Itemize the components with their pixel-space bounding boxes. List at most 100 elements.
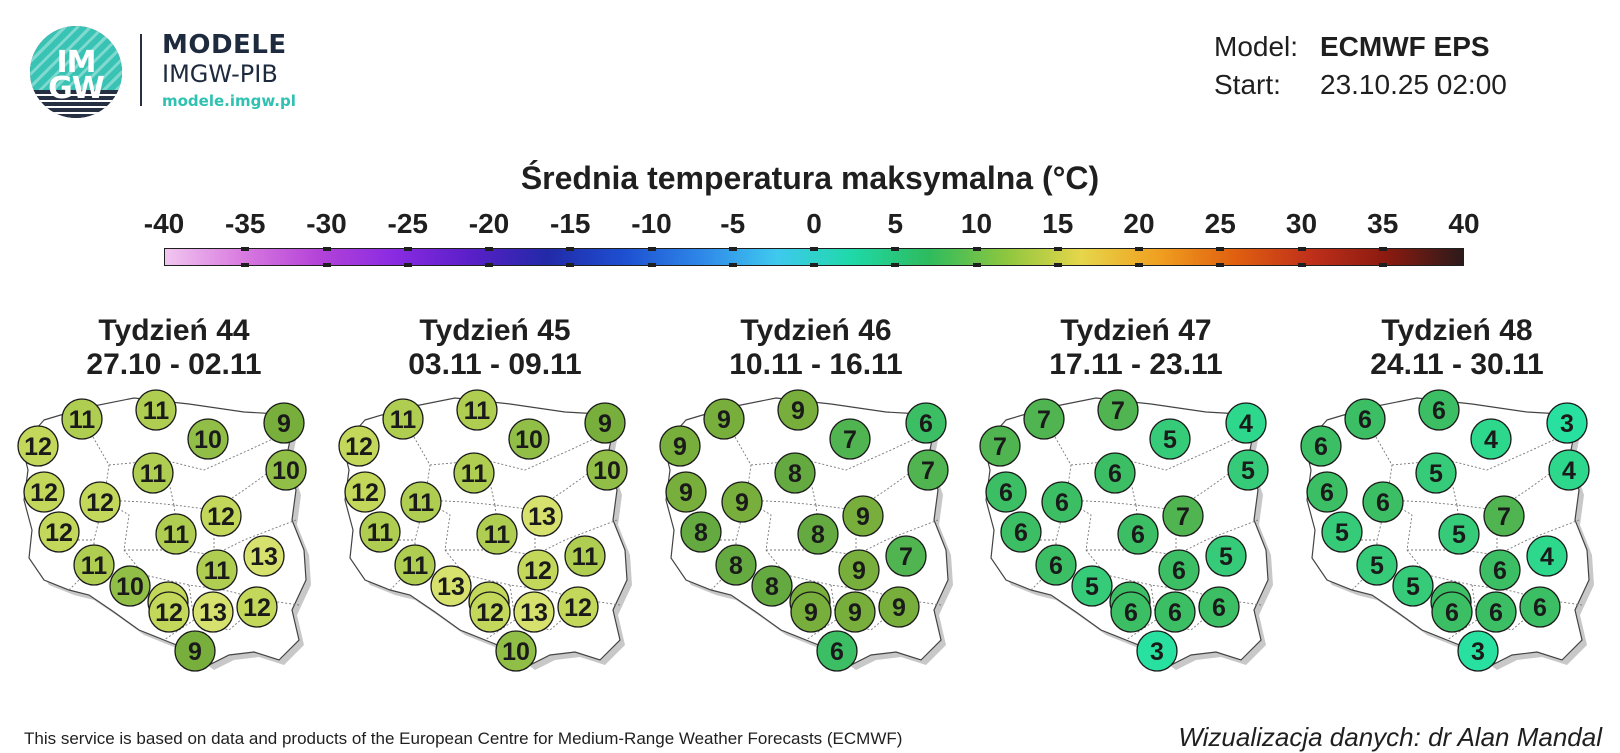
temperature-value: 6 — [1314, 433, 1328, 461]
temperature-value: 8 — [694, 519, 708, 547]
temperature-marker: 6 — [1094, 452, 1136, 494]
temperature-value: 11 — [484, 521, 511, 549]
temperature-value: 5 — [1429, 460, 1443, 488]
temperature-marker: 6 — [1035, 544, 1077, 586]
temperature-marker: 7 — [1483, 495, 1525, 537]
temperature-circle — [829, 418, 871, 460]
week-dates: 03.11 - 09.11 — [408, 348, 582, 381]
temperature-marker: 12 — [200, 495, 242, 537]
temperature-value: 5 — [1085, 573, 1099, 601]
temperature-circle — [236, 586, 278, 628]
temperature-marker: 13 — [243, 535, 285, 577]
temperature-marker: 11 — [564, 535, 606, 577]
temperature-marker: 4 — [1225, 402, 1267, 444]
temperature-marker: 5 — [1356, 544, 1398, 586]
temperature-value: 9 — [735, 489, 749, 517]
temperature-marker: 8 — [680, 511, 722, 553]
colorbar-tick-mark — [403, 247, 412, 267]
temperature-marker: 11 — [400, 481, 442, 523]
temperature-marker: 10 — [265, 449, 307, 491]
temperature-marker: 6 — [1362, 481, 1404, 523]
temperature-circle — [135, 389, 177, 431]
temperature-circle — [243, 535, 285, 577]
temperature-marker: 13 — [430, 565, 472, 607]
colorbar-tick-mark — [647, 247, 656, 267]
temperature-marker: 7 — [829, 418, 871, 460]
colorbar-tick-mark — [810, 247, 818, 267]
temperature-circle — [842, 495, 884, 537]
temperature-value: 9 — [673, 433, 687, 461]
week-dates: 17.11 - 23.11 — [1049, 348, 1223, 381]
temperature-value: 5 — [1241, 457, 1255, 485]
temperature-marker: 9 — [838, 549, 880, 591]
temperature-value: 6 — [1376, 489, 1390, 517]
colorbar-tick-label: 20 — [1123, 208, 1155, 239]
temperature-value: 7 — [843, 426, 857, 454]
temperature-value: 12 — [564, 594, 592, 622]
temperature-circle — [200, 495, 242, 537]
temperature-value: 12 — [30, 479, 58, 507]
temperature-circle — [1136, 630, 1178, 672]
temperature-value: 6 — [1489, 599, 1503, 627]
ecmwf-credit: This service is based on data and produc… — [24, 729, 903, 748]
temperature-value: 6 — [1131, 521, 1145, 549]
logo-abbr: IM GW — [48, 45, 105, 106]
temperature-circle — [834, 591, 876, 633]
colorbar-tick-mark — [566, 247, 575, 267]
temperature-value: 6 — [1533, 594, 1547, 622]
temperature-circle — [774, 452, 816, 494]
temperature-value: 12 — [45, 519, 73, 547]
temperature-circle — [1227, 449, 1269, 491]
poland-map: 1111912101012111212111211131110121213129 — [17, 389, 311, 672]
temperature-value: 6 — [1358, 406, 1372, 434]
temperature-marker: 6 — [1519, 586, 1561, 628]
temperature-value: 7 — [1111, 397, 1125, 425]
temperature-circle — [878, 586, 920, 628]
temperature-marker: 5 — [1227, 449, 1269, 491]
temperature-value: 3 — [1560, 410, 1574, 438]
temperature-marker: 5 — [1149, 418, 1191, 460]
temperature-marker: 9 — [842, 495, 884, 537]
temperature-value: 10 — [272, 457, 300, 485]
temperature-value: 8 — [788, 460, 802, 488]
temperature-marker: 3 — [1457, 630, 1499, 672]
temperature-marker: 5 — [1438, 513, 1480, 555]
temperature-circle — [790, 591, 832, 633]
temperature-circle — [1000, 511, 1042, 553]
temperature-value: 12 — [243, 594, 271, 622]
temperature-value: 13 — [199, 599, 227, 627]
temperature-marker: 12 — [17, 425, 59, 467]
temperature-marker: 12 — [23, 471, 65, 513]
colorbar-tick-label: 30 — [1285, 208, 1318, 239]
temperature-circle — [1306, 471, 1348, 513]
temperature-marker: 11 — [61, 398, 103, 440]
temperature-circle — [1548, 449, 1590, 491]
temperature-circle — [1475, 591, 1517, 633]
temperature-marker: 6 — [1110, 591, 1152, 633]
temperature-marker: 6 — [1475, 591, 1517, 633]
temperature-circle — [513, 591, 555, 633]
temperature-marker: 11 — [359, 511, 401, 553]
week-panel: Tydzień 45 03.11 - 09.11 11 11 9 12 10 10 12 11 11… — [335, 314, 655, 704]
colorbar-tick-label: -25 — [387, 208, 428, 239]
temperature-circle — [1225, 402, 1267, 444]
temperature-marker: 9 — [584, 402, 626, 444]
temperature-marker: 9 — [834, 591, 876, 633]
temperature-marker: 6 — [1154, 591, 1196, 633]
temperature-circle — [1158, 549, 1200, 591]
colorbar-title: Średnia temperatura maksymalna (°C) — [520, 160, 1100, 196]
colorbar-tick-mark — [1216, 247, 1225, 267]
logo-title: MODELE — [162, 30, 287, 60]
temperature-circle — [1149, 418, 1191, 460]
week-title: Tydzień 48 — [1381, 314, 1533, 347]
temperature-circle — [196, 549, 238, 591]
week-panel: Tydzień 47 17.11 - 23.11 7 7 4 7 5 5 6 6 6 6 6 7 6 5 6 5 6… — [976, 314, 1296, 704]
temperature-circle — [73, 544, 115, 586]
temperature-marker: 6 — [1198, 586, 1240, 628]
temperature-circle — [1479, 549, 1521, 591]
temperature-marker: 6 — [1431, 591, 1473, 633]
temperature-value: 6 — [1493, 557, 1507, 585]
temperature-circle — [715, 544, 757, 586]
temperature-marker: 11 — [456, 389, 498, 431]
temperature-circle — [1356, 544, 1398, 586]
